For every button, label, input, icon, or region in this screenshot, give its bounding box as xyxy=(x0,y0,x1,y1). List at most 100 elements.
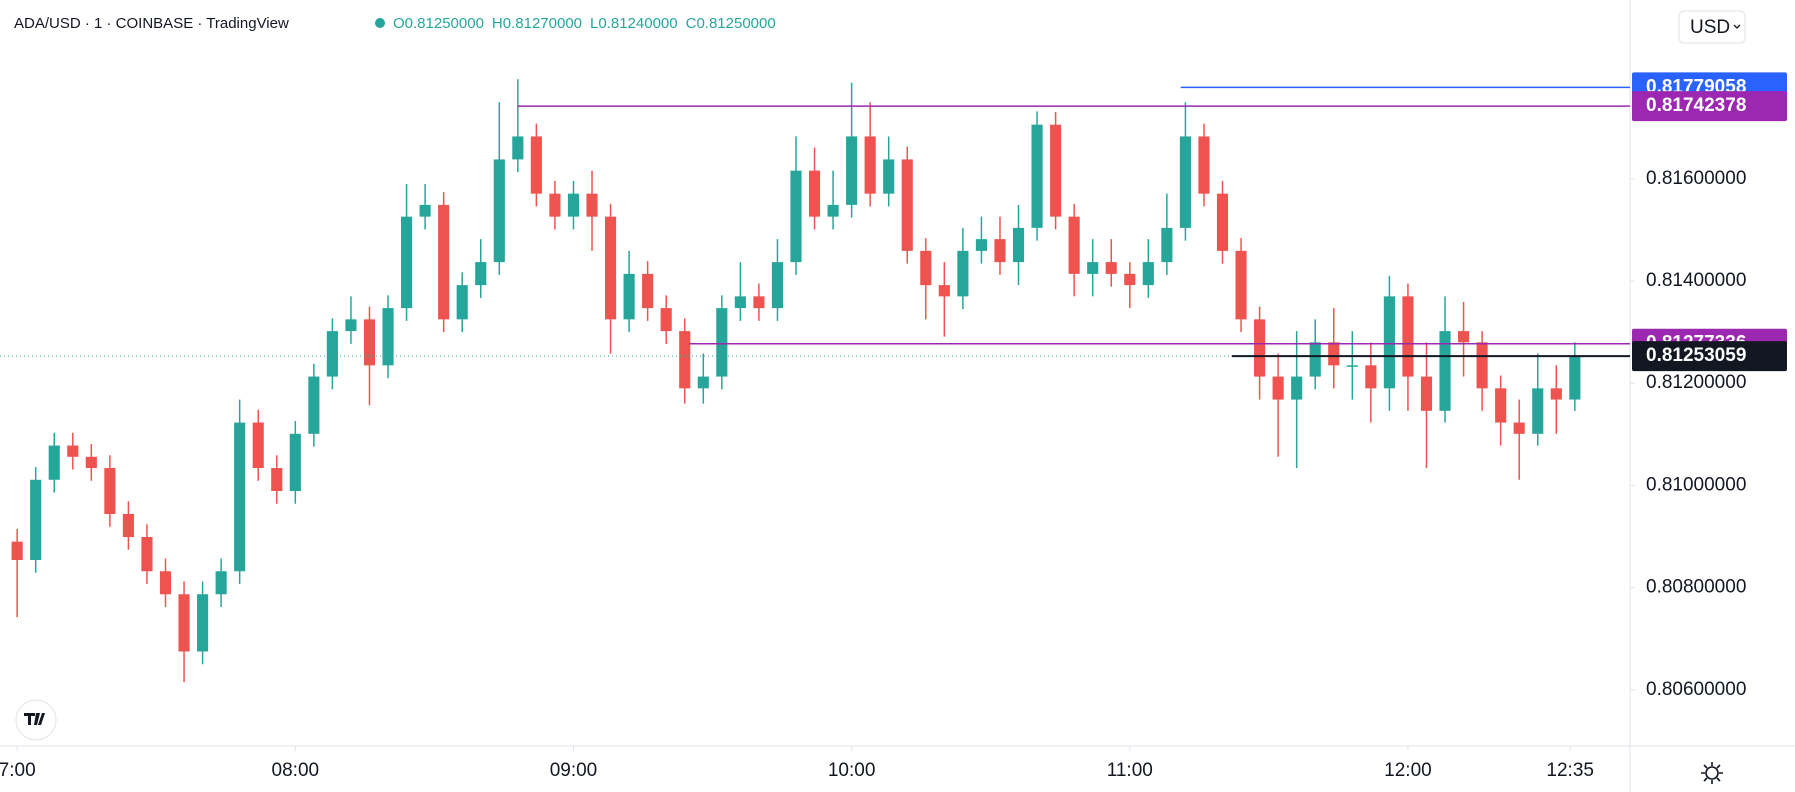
ohlc-value: 0.81270000 xyxy=(503,15,582,32)
candle-body xyxy=(1105,262,1117,274)
candle-body xyxy=(1124,273,1136,286)
candle-body xyxy=(567,193,580,217)
candle-body xyxy=(827,204,839,217)
candle-body xyxy=(1346,365,1358,367)
x-tick-label: 12:35 xyxy=(1546,760,1594,781)
candle-body xyxy=(1198,136,1210,194)
candle-body xyxy=(1012,227,1025,263)
candle-body xyxy=(1495,388,1507,423)
candle-body xyxy=(808,170,821,217)
x-tick-label: 09:00 xyxy=(550,760,598,781)
candle-body xyxy=(586,193,598,217)
candle-body xyxy=(11,541,23,561)
price-label-box xyxy=(1632,341,1787,372)
candle-body xyxy=(1031,124,1043,228)
candle-body xyxy=(382,308,394,366)
candle-body xyxy=(1309,342,1321,377)
candle-body xyxy=(1569,356,1581,400)
candle-body xyxy=(604,216,617,320)
candle-body xyxy=(1328,342,1340,366)
candle-body xyxy=(642,273,654,309)
ohlc-key: L xyxy=(590,15,598,32)
candle-body xyxy=(530,136,542,194)
candle-body xyxy=(623,273,635,320)
candle-body xyxy=(271,468,283,492)
ohlc-value: 0.81250000 xyxy=(405,15,484,32)
candle-body xyxy=(141,537,153,572)
candle-body xyxy=(1216,193,1229,251)
candle-body xyxy=(753,296,765,309)
candle-body xyxy=(1439,331,1451,411)
candle-body xyxy=(1402,296,1414,377)
candle-body xyxy=(957,250,969,297)
candle-body xyxy=(1235,250,1247,320)
candle-body xyxy=(938,285,950,297)
candle-body xyxy=(1161,227,1173,263)
candle-body xyxy=(1087,262,1099,274)
candle-body xyxy=(1291,376,1303,400)
settings-icon[interactable] xyxy=(1701,762,1723,784)
candle-body xyxy=(215,571,227,595)
candle-body xyxy=(252,422,264,469)
candle-body xyxy=(48,445,60,480)
candle-body xyxy=(1272,376,1284,400)
candle-body xyxy=(475,262,487,286)
candle-body xyxy=(197,594,209,652)
candle-body xyxy=(234,422,246,572)
candle-body xyxy=(1550,388,1562,400)
candle-body xyxy=(1068,216,1080,274)
candle-body xyxy=(30,479,42,561)
candle-body xyxy=(846,136,858,205)
x-tick-label: 11:00 xyxy=(1107,760,1153,781)
candle-body xyxy=(363,319,376,366)
y-tick-label: 0.81600000 xyxy=(1646,168,1746,189)
candle-body xyxy=(975,239,987,251)
candle-body xyxy=(1420,376,1433,411)
candle-body xyxy=(456,285,468,320)
x-tick-label: 10:00 xyxy=(828,760,876,781)
candle-body xyxy=(1365,365,1377,389)
y-tick-label: 0.80800000 xyxy=(1646,577,1746,598)
x-tick-label: 7:00 xyxy=(0,760,36,781)
candle-body xyxy=(1458,331,1470,343)
candle-body xyxy=(289,433,301,492)
candle-body xyxy=(697,376,709,389)
candle-body xyxy=(1513,422,1525,434)
candle-body xyxy=(1254,319,1266,377)
candle-body xyxy=(901,159,913,251)
candle-body xyxy=(1050,124,1062,217)
candle-body xyxy=(85,456,97,469)
y-tick-label: 0.81000000 xyxy=(1646,474,1746,495)
currency-button[interactable] xyxy=(1678,10,1746,44)
candle-body xyxy=(178,594,190,652)
tv-logo xyxy=(15,699,57,741)
candle-body xyxy=(345,319,357,332)
candle-body xyxy=(308,376,320,434)
price-label: 0.81742378 xyxy=(1646,95,1746,116)
symbol-title: ADA/USD · 1 · COINBASE · TradingView xyxy=(14,15,289,32)
candle-body xyxy=(549,193,561,217)
ohlc-key: H xyxy=(492,15,503,32)
status-dot xyxy=(375,18,385,28)
y-tick-label: 0.81200000 xyxy=(1646,372,1746,393)
candle-body xyxy=(864,136,876,194)
price-label: 0.81253059 xyxy=(1646,345,1746,366)
candle-body xyxy=(419,204,431,217)
candle-body xyxy=(994,239,1006,263)
candle-body xyxy=(159,571,172,595)
candle-body xyxy=(660,308,672,332)
currency-label[interactable]: USD xyxy=(1690,17,1730,38)
candle-body xyxy=(679,331,691,389)
price-label-box xyxy=(1632,91,1787,122)
candle-body xyxy=(1532,388,1544,434)
candle-body xyxy=(401,216,413,309)
candle-body xyxy=(122,514,134,538)
candle-body xyxy=(790,170,802,263)
currency-chevron[interactable] xyxy=(1733,24,1741,29)
x-tick-label: 08:00 xyxy=(272,760,320,781)
ohlc-key: C xyxy=(686,15,697,32)
candle-body xyxy=(734,296,746,309)
ohlc-key: O xyxy=(393,15,405,32)
